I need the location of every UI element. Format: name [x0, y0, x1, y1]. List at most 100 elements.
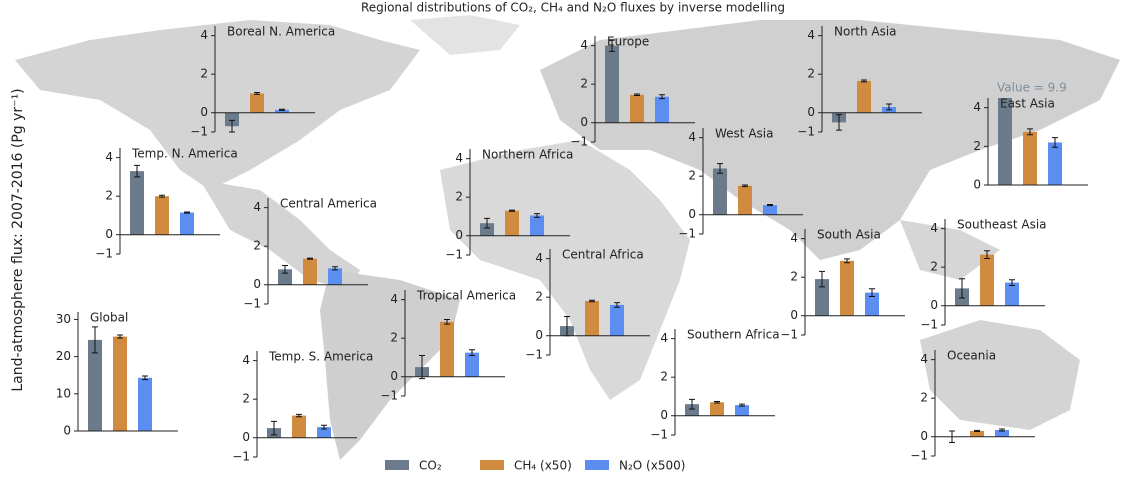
y-tick-label: 0 [930, 298, 938, 312]
y-tick-label: 4 [580, 38, 588, 52]
bar [710, 402, 724, 416]
error-bar [296, 413, 302, 418]
y-tick-label: 2 [920, 391, 928, 405]
value-label: Value = 9.9 [997, 81, 1067, 95]
panel-title: Boreal N. America [227, 25, 335, 39]
y-tick-label: −1 [910, 449, 928, 463]
bar [865, 292, 879, 316]
bar [585, 301, 599, 336]
bar [713, 168, 727, 215]
panel: 0 10 20 30 Global [56, 311, 178, 438]
error-bar [444, 318, 450, 325]
error-bar [689, 398, 695, 410]
panel: −1 0 2 4 West Asia [678, 127, 803, 241]
y-tick-label: 2 [242, 392, 250, 406]
y-tick-label: −1 [780, 328, 798, 342]
y-tick-label: 2 [390, 331, 398, 345]
y-tick-label: 0 [242, 430, 250, 444]
error-bar [159, 194, 165, 198]
legend-swatch [385, 460, 409, 470]
error-bar [1009, 279, 1015, 286]
y-tick-label: 0 [973, 178, 981, 192]
y-tick-label: 2 [455, 190, 463, 204]
bar [1048, 142, 1062, 185]
legend-swatch [585, 460, 609, 470]
panel-title: Temp. N. America [131, 147, 238, 161]
y-tick-label: 2 [807, 67, 815, 81]
bar [530, 215, 544, 236]
bar [317, 427, 331, 438]
bar [275, 109, 289, 113]
y-tick-label: 4 [200, 28, 208, 42]
bar [840, 260, 854, 316]
bar [995, 429, 1009, 437]
panel-title: Southern Africa [687, 328, 780, 342]
error-bar [714, 400, 720, 404]
error-bar [279, 108, 285, 111]
panel-title: Central America [280, 197, 377, 211]
panel-title: Global [90, 311, 128, 325]
bar [815, 279, 829, 316]
panel-title: Central Africa [562, 248, 644, 262]
panel-title: Oceania [947, 349, 996, 363]
y-tick-label: −1 [232, 450, 250, 464]
y-tick-label: 4 [790, 231, 798, 245]
y-tick-label: −1 [678, 227, 696, 241]
bar [998, 98, 1012, 185]
panel-title: Northern Africa [482, 148, 573, 162]
bar [685, 404, 699, 416]
y-tick-label: 4 [390, 292, 398, 306]
bar [1023, 131, 1037, 185]
y-tick-label: 0 [807, 105, 815, 119]
y-tick-label: 2 [535, 290, 543, 304]
panel-title: South Asia [817, 228, 881, 242]
bar [630, 94, 644, 123]
figure-title: Regional distributions of CO₂, CH₄ and N… [361, 1, 785, 15]
y-tick-label: 0 [455, 228, 463, 242]
error-bar [332, 266, 338, 271]
error-bar [819, 270, 825, 288]
map [15, 15, 1120, 460]
error-bar [142, 375, 148, 381]
y-tick-label: 4 [105, 150, 113, 164]
error-bar [844, 258, 850, 264]
y-tick-label: 4 [807, 28, 815, 42]
panel: −1 0 2 4 Tropical America [380, 289, 516, 403]
bar [610, 304, 624, 336]
error-bar [659, 94, 665, 100]
error-bar [134, 164, 140, 178]
bar [250, 93, 264, 113]
y-tick-label: 2 [688, 169, 696, 183]
y-tick-label: −1 [445, 248, 463, 262]
bar [180, 212, 194, 235]
panel-title: West Asia [715, 127, 773, 141]
error-bar [836, 114, 842, 131]
bar [980, 254, 994, 306]
error-bar [307, 257, 313, 260]
panel-title: Southeast Asia [957, 218, 1047, 232]
error-bar [271, 420, 277, 436]
error-bar [984, 250, 990, 260]
error-bar [1027, 128, 1033, 136]
y-tick-label: 0 [390, 369, 398, 383]
y-tick-label: 2 [253, 239, 261, 253]
error-bar [634, 93, 640, 97]
bar [138, 377, 152, 431]
error-bar [419, 355, 425, 380]
bar [155, 196, 169, 235]
legend-label: N₂O (x500) [619, 459, 685, 473]
error-bar [484, 217, 490, 229]
error-bar [739, 403, 745, 407]
y-axis-label: Land-atmosphere flux: 2007-2016 (Pg yr⁻¹… [10, 88, 26, 391]
panel: −1 0 2 4 Southern Africa [650, 328, 779, 442]
bar [857, 80, 871, 113]
y-tick-label: 4 [973, 100, 981, 114]
y-tick-label: 4 [688, 130, 696, 144]
y-tick-label: 2 [660, 370, 668, 384]
error-bar [509, 209, 515, 212]
bar [303, 258, 317, 285]
error-bar [959, 278, 965, 299]
y-tick-label: 0 [63, 424, 71, 438]
bar [735, 405, 749, 416]
